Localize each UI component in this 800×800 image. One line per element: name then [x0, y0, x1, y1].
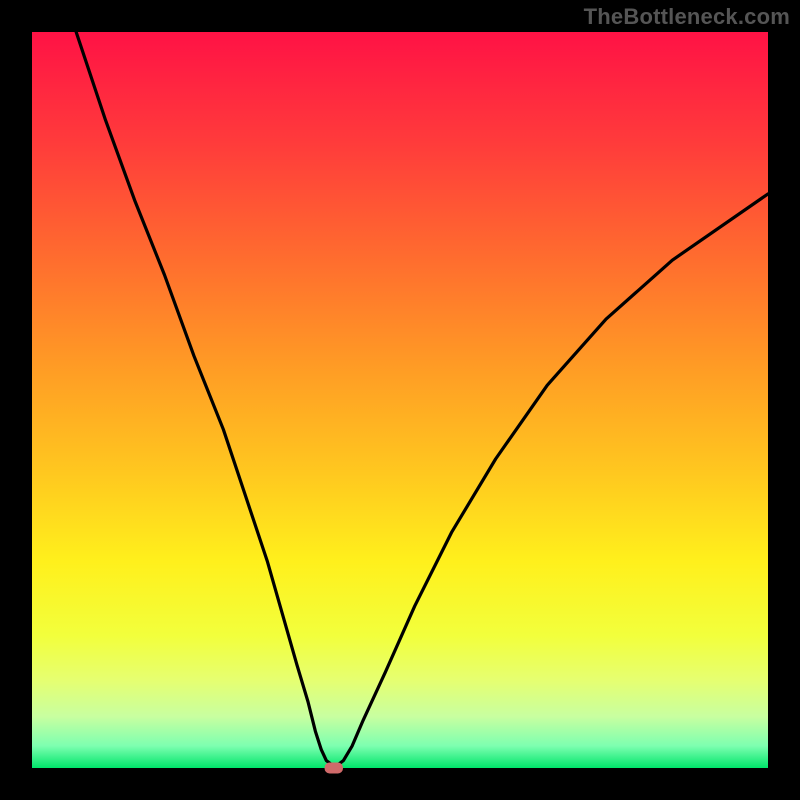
chart-svg — [0, 0, 800, 800]
plot-background — [32, 32, 768, 768]
optimal-point-marker — [325, 762, 343, 773]
watermark-text: TheBottleneck.com — [584, 4, 790, 30]
